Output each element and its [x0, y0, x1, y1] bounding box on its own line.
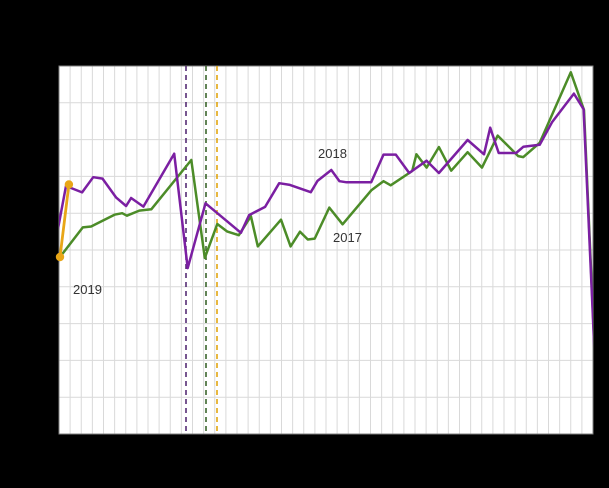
svg-text:2018: 2018 [318, 146, 347, 161]
svg-text:2019: 2019 [73, 282, 102, 297]
svg-text:2017: 2017 [333, 230, 362, 245]
